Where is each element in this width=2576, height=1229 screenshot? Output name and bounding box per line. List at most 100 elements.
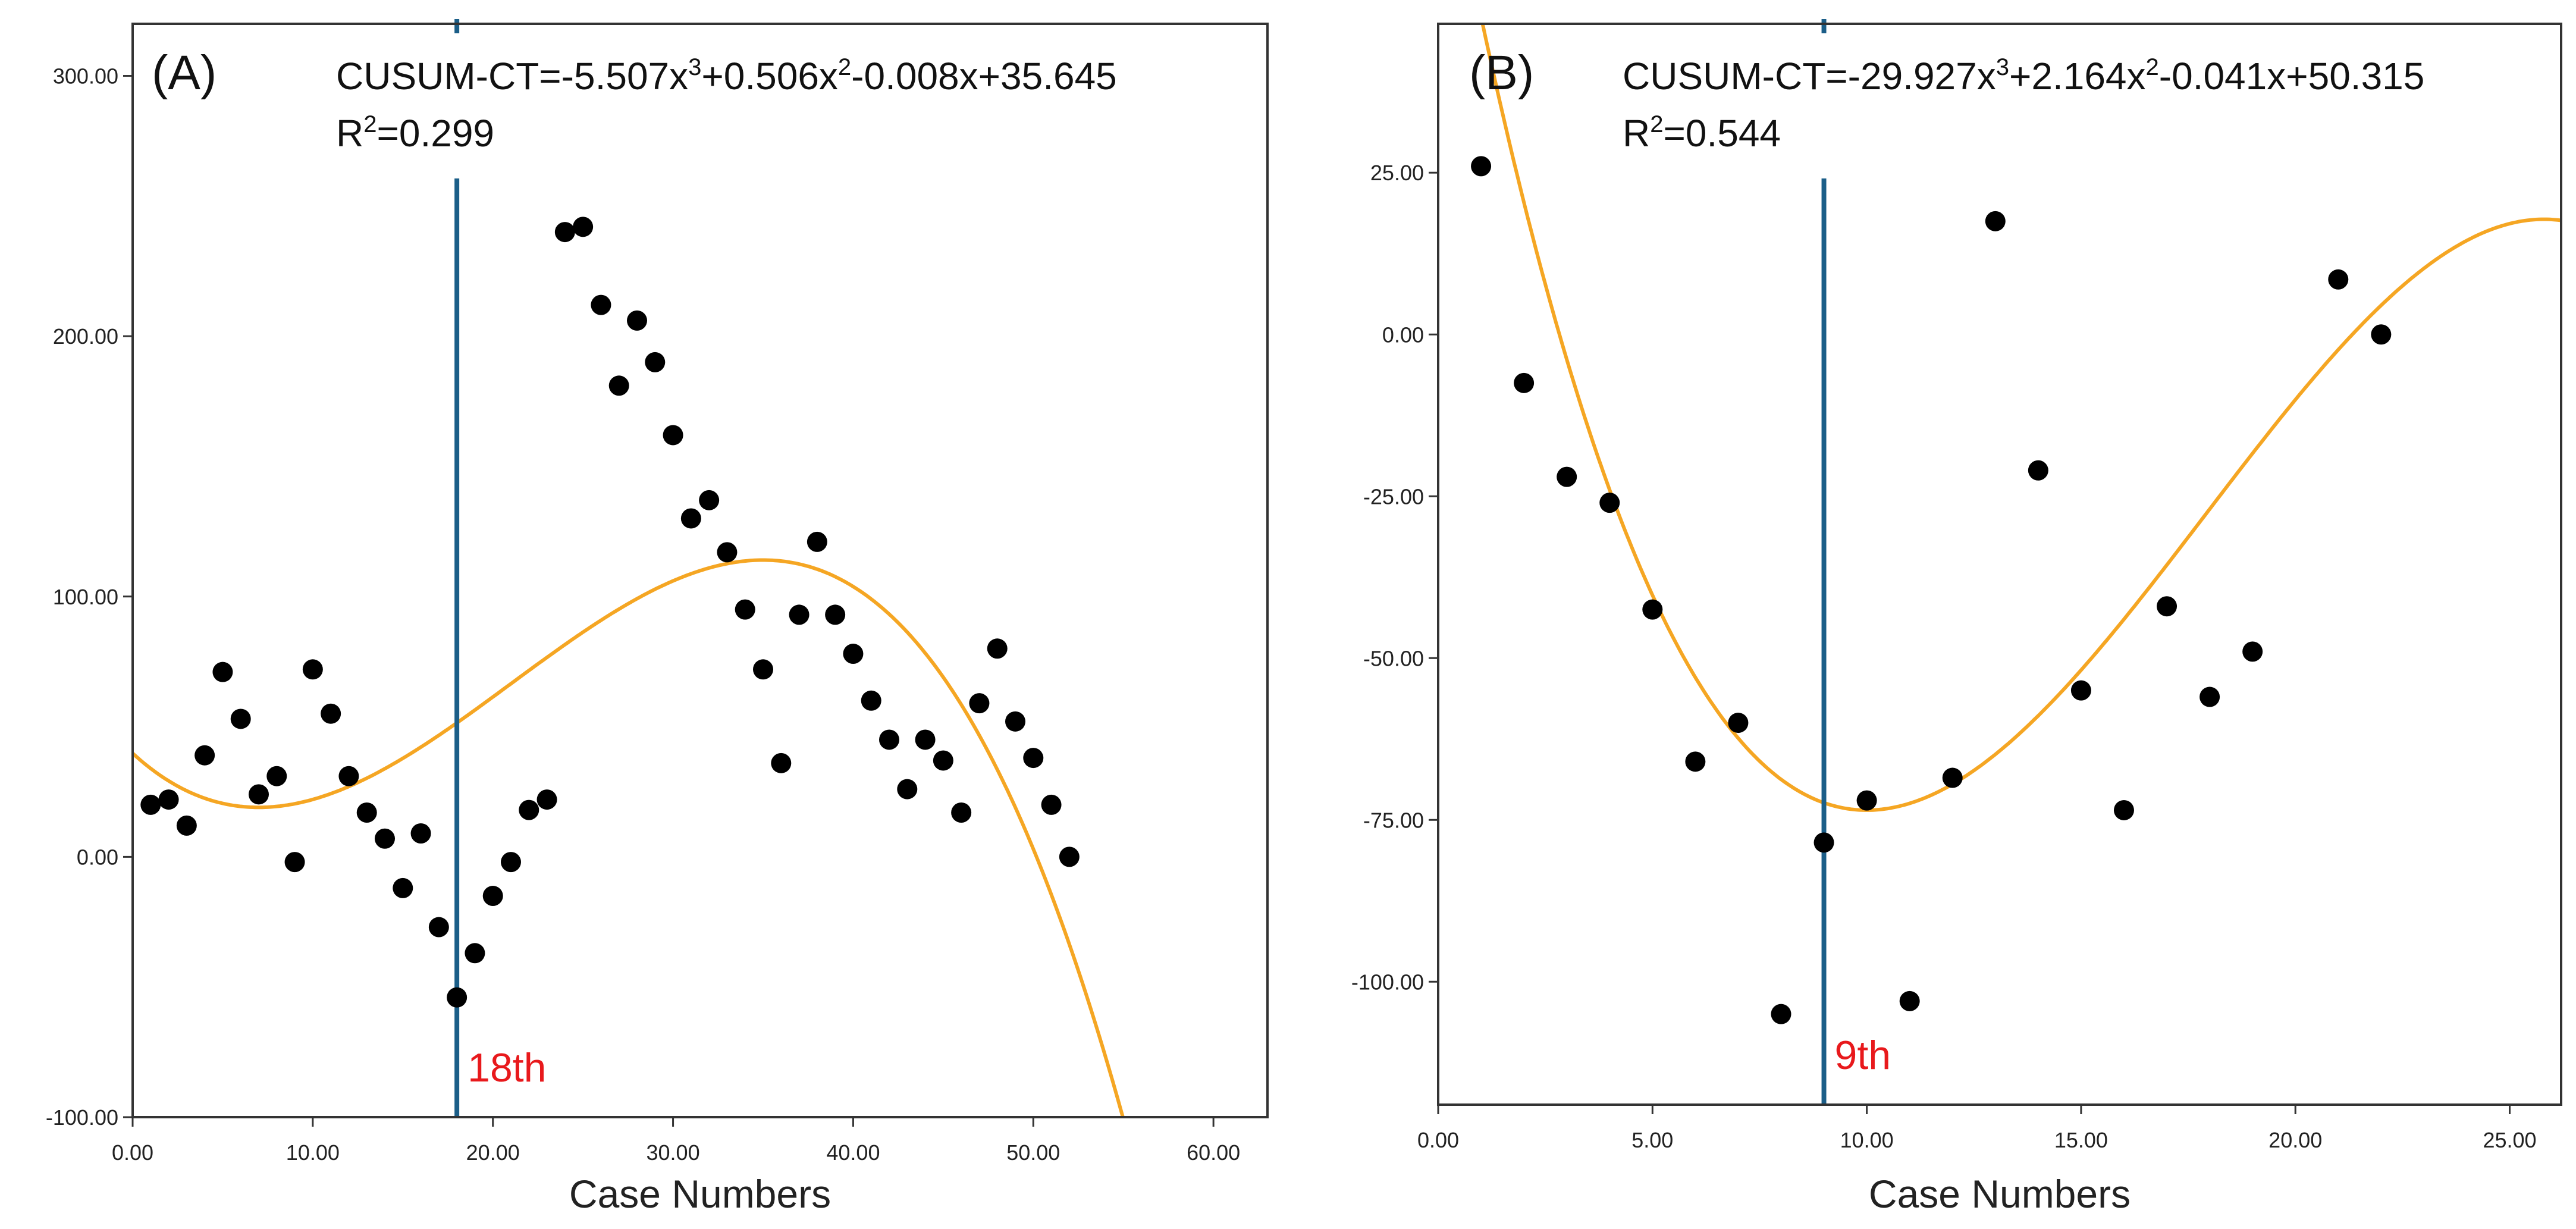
data-point (1005, 711, 1025, 732)
data-point (591, 294, 611, 315)
data-point (933, 750, 953, 771)
data-point (1557, 466, 1577, 487)
data-point (2328, 269, 2349, 290)
data-point (302, 659, 323, 680)
data-point (212, 661, 233, 682)
data-point (627, 310, 647, 331)
data-point (879, 729, 899, 750)
fit-curve (1480, 24, 2561, 812)
x-axis-title-a: Case Numbers (569, 1172, 831, 1216)
x-tick-label: 10.00 (286, 1140, 340, 1165)
panel-b: 0.00 5.00 10.00 15.00 20.00 25.00 -100.00 -75.0… (1351, 19, 2562, 1216)
y-tick-label: 25.00 (1370, 161, 1424, 185)
data-point (753, 659, 773, 680)
data-point (2200, 686, 2220, 707)
panel-label-b: (B) (1469, 46, 1534, 100)
data-point (573, 217, 594, 237)
data-point (375, 828, 395, 849)
data-point (501, 852, 521, 873)
x-tick-label: 0.00 (1417, 1128, 1459, 1152)
y-tick-label: 0.00 (77, 845, 118, 869)
y-tick-label: -75.00 (1363, 808, 1424, 832)
data-point (1642, 599, 1663, 620)
data-point (1471, 156, 1492, 177)
data-point (987, 638, 1008, 659)
data-point (699, 490, 720, 510)
data-point (789, 604, 809, 625)
cutoff-label-a: 18th (467, 1045, 546, 1090)
x-tick-label: 25.00 (2483, 1128, 2536, 1152)
r-squared-b: R2=0.544 (1623, 111, 1781, 155)
r-squared-a: R2=0.299 (336, 111, 494, 155)
data-point (158, 789, 179, 810)
x-axis-title-b: Case Numbers (1869, 1172, 2131, 1216)
data-point (2371, 324, 2392, 345)
data-point (1813, 832, 1834, 853)
fit-equation-b: CUSUM-CT=-29.927x3+2.164x2-0.041x+50.315 (1623, 54, 2424, 98)
data-point (861, 690, 881, 711)
y-tick-label: -50.00 (1363, 646, 1424, 670)
y-tick-label: 100.00 (53, 585, 118, 609)
data-point (915, 729, 936, 750)
data-point (1041, 794, 1062, 815)
x-tick-label: 50.00 (1006, 1140, 1060, 1165)
data-point (1771, 1004, 1791, 1024)
x-tick-label: 10.00 (1840, 1128, 1894, 1152)
x-tick-label: 5.00 (1631, 1128, 1673, 1152)
data-point (1728, 713, 1749, 733)
data-point (2157, 596, 2177, 617)
data-point (1685, 751, 1706, 772)
data-point (1985, 211, 2006, 231)
data-point (2028, 460, 2048, 481)
data-point (2242, 641, 2263, 662)
y-tick-label: 200.00 (53, 324, 118, 349)
data-point (356, 802, 377, 823)
fit-curve (133, 558, 1125, 1117)
data-point (284, 852, 305, 873)
data-point (1599, 493, 1620, 513)
data-point (969, 693, 990, 714)
data-point (465, 943, 485, 964)
data-point (897, 779, 918, 800)
data-point (645, 352, 666, 372)
panel-a: 0.00 10.00 20.00 30.00 40.00 50.00 60.00 -100.0… (46, 19, 1269, 1216)
x-tick-label: 15.00 (2054, 1128, 2108, 1152)
data-point (680, 508, 701, 529)
x-tick-label: 40.00 (826, 1140, 880, 1165)
y-tick-label: -25.00 (1363, 484, 1424, 509)
data-point (249, 784, 269, 805)
data-point (321, 703, 341, 724)
data-point (1514, 372, 1535, 393)
data-point (1856, 790, 1877, 811)
data-point (2070, 680, 2091, 701)
data-point (951, 802, 972, 823)
data-point (230, 708, 251, 729)
plot-frame-b (1437, 23, 2562, 1106)
data-point (2113, 800, 2134, 820)
x-tick-label: 30.00 (647, 1140, 700, 1165)
data-point (1059, 846, 1080, 867)
data-point (717, 542, 738, 563)
data-point (771, 753, 792, 773)
y-tick-label: 0.00 (1382, 322, 1424, 347)
data-point (554, 222, 575, 243)
data-point (176, 815, 197, 836)
data-point (447, 987, 467, 1008)
cutoff-label-b: 9th (1835, 1033, 1891, 1078)
data-point (1899, 990, 1920, 1011)
data-point (519, 800, 539, 820)
data-point (536, 789, 557, 810)
y-tick-label: -100.00 (1351, 970, 1424, 994)
y-tick-label: 300.00 (53, 64, 118, 89)
data-point (194, 745, 215, 766)
fit-equation-a: CUSUM-CT=-5.507x3+0.506x2-0.008x+35.645 (336, 54, 1117, 98)
x-tick-label: 60.00 (1187, 1140, 1240, 1165)
data-point (482, 886, 503, 907)
data-point (1023, 748, 1044, 769)
data-point (1942, 767, 1963, 788)
x-tick-label: 20.00 (2268, 1128, 2322, 1152)
y-tick-label: -100.00 (46, 1105, 118, 1130)
data-point (807, 531, 827, 552)
data-point (410, 823, 431, 844)
